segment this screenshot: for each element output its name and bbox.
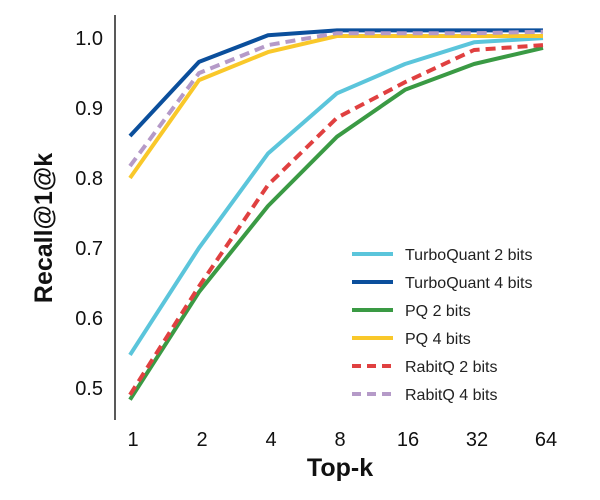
x-tick-label: 4 (265, 429, 276, 451)
series-line-turboquant-4-bits (128, 28, 543, 138)
x-tick-label: 8 (334, 429, 345, 451)
y-axis-label: Recall@1@k (30, 153, 58, 303)
x-tick-label: 16 (397, 429, 419, 451)
legend-label: TurboQuant 4 bits (405, 275, 532, 292)
y-tick-label: 0.8 (75, 168, 103, 190)
y-tick-label: 0.9 (75, 98, 103, 120)
legend-label: RabitQ 2 bits (405, 359, 497, 376)
x-tick-label: 64 (535, 429, 557, 451)
y-tick-label: 0.6 (75, 308, 103, 330)
y-tick-label: 1.0 (75, 28, 103, 50)
y-tick-label: 0.7 (75, 238, 103, 260)
y-tick-label: 0.5 (75, 378, 103, 400)
x-tick-label: 2 (196, 429, 207, 451)
legend-label: PQ 4 bits (405, 331, 471, 348)
x-axis-label: Top-k (307, 454, 373, 482)
series-line-pq-4-bits (128, 34, 543, 180)
series-line-rabitq-4-bits (128, 29, 544, 168)
legend-label: PQ 2 bits (405, 303, 471, 320)
legend-label: RabitQ 4 bits (405, 387, 497, 404)
x-tick-label: 1 (127, 429, 138, 451)
series-line-rabitq-2-bits (128, 43, 544, 396)
x-tick-label: 32 (466, 429, 488, 451)
legend-label: TurboQuant 2 bits (405, 247, 532, 264)
series-line-pq-2-bits (128, 45, 544, 401)
series-line-turboquant-2-bits (128, 36, 544, 356)
